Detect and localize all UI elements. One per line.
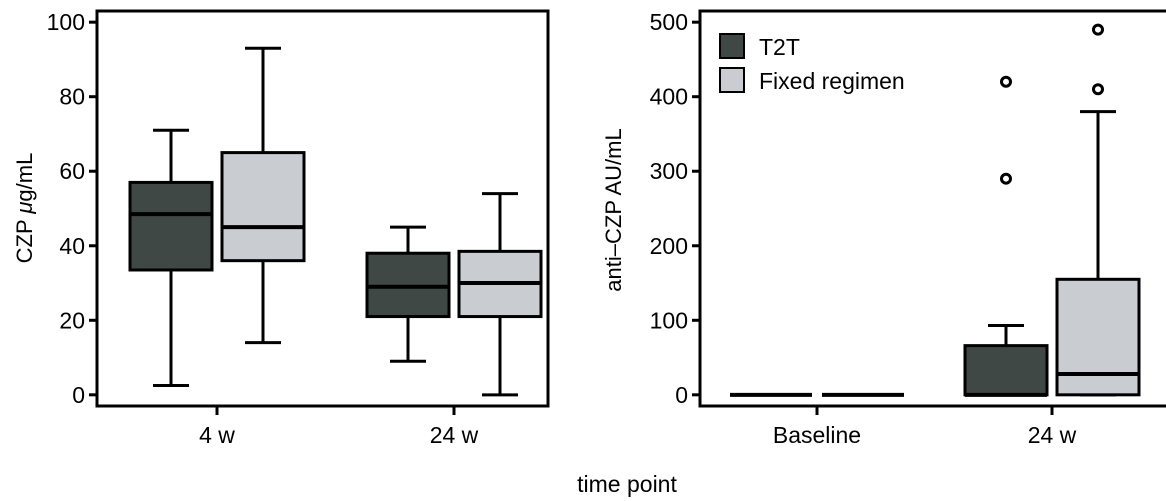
left-y-tick-label: 60 [59,158,85,184]
outlier-point [1000,172,1012,185]
left-y-axis-title: CZP μg/mL [12,153,37,264]
right-x-tick-label: Baseline [773,422,861,448]
legend: T2T Fixed regimen [719,33,905,94]
left-y-tick-label: 80 [59,84,85,110]
right-plot-frame [698,9,1166,408]
box-body [128,180,214,272]
left-x-tick-label: 24 w [430,422,479,448]
legend-swatch-t2t [719,33,745,59]
legend-label-fixed-regimen: Fixed regimen [759,68,905,94]
box-body [220,151,306,263]
legend-label-t2t: T2T [759,34,800,60]
left-boxes [128,46,543,397]
right-y-tick-label: 500 [650,9,688,35]
left-box-fixed-regimen [220,46,306,345]
left-x-tick-label: 4 w [199,422,235,448]
right-y-tick-label: 400 [650,84,688,110]
left-y-tick-label: 40 [59,233,85,259]
right-y-tick-label: 0 [675,382,688,408]
box-body [1055,277,1141,397]
right-y-tick-label: 100 [650,307,688,333]
shared-x-axis-title: time point [577,471,677,497]
outlier-point [1092,23,1104,36]
legend-item-fixed-regimen: Fixed regimen [719,67,905,94]
left-box-t2t [128,128,214,388]
legend-item-t2t: T2T [719,33,800,60]
left-panel: 0 20 40 60 80 100 4 w 24 w CZP μg/mL [12,9,550,448]
left-plot-frame [95,9,550,408]
left-box-t2t [365,225,451,363]
left-y-tick-label: 0 [72,382,85,408]
right-box-t2t [963,75,1049,397]
right-y-tick-label: 200 [650,233,688,259]
right-boxes [730,23,1141,397]
right-box-fixed-regimen [1055,23,1141,397]
left-y-ticks: 0 20 40 60 80 100 [47,9,97,408]
right-panel: 0 100 200 300 400 500 Baseline 24 w anti–CZP A… [601,9,1166,448]
box-body [963,344,1049,397]
legend-swatch-fixed-regimen [719,67,745,93]
right-x-ticks: Baseline 24 w [773,406,1077,448]
right-y-ticks: 0 100 200 300 400 500 [650,9,700,408]
left-y-tick-label: 100 [47,9,85,35]
left-box-fixed-regimen [457,192,543,397]
left-x-ticks: 4 w 24 w [199,406,479,448]
outlier-point [1092,83,1104,96]
left-y-tick-label: 20 [59,307,85,333]
right-y-tick-label: 300 [650,158,688,184]
outlier-point [1000,75,1012,88]
right-x-tick-label: 24 w [1028,422,1077,448]
right-y-axis-title: anti–CZP AU/mL [601,128,626,291]
